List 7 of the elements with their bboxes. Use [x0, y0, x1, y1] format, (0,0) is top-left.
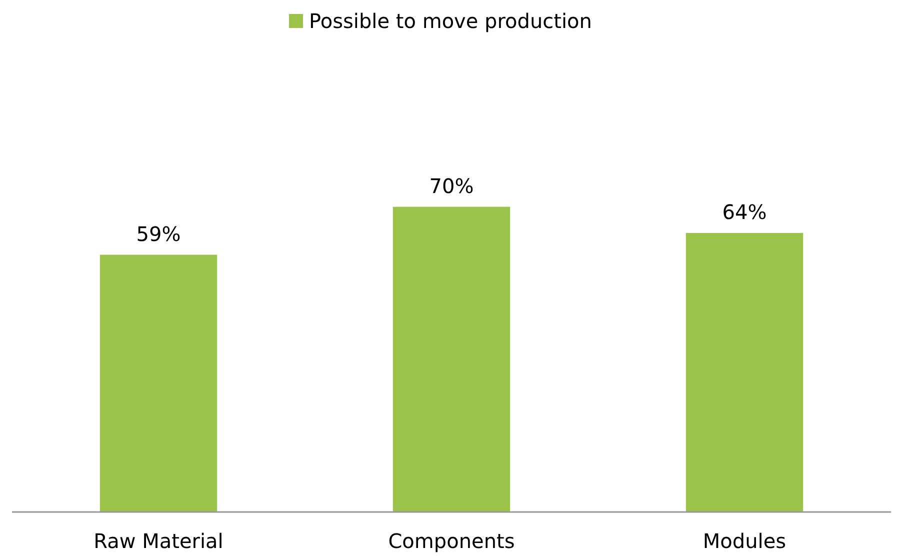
data-label: 70%: [429, 174, 474, 198]
legend-label: Possible to move production: [309, 9, 592, 33]
data-label: 64%: [722, 200, 767, 224]
x-tick-label: Components: [388, 529, 515, 553]
data-label: 59%: [136, 222, 181, 246]
x-tick-label: Raw Material: [94, 529, 224, 553]
x-tick-label: Modules: [702, 529, 786, 553]
